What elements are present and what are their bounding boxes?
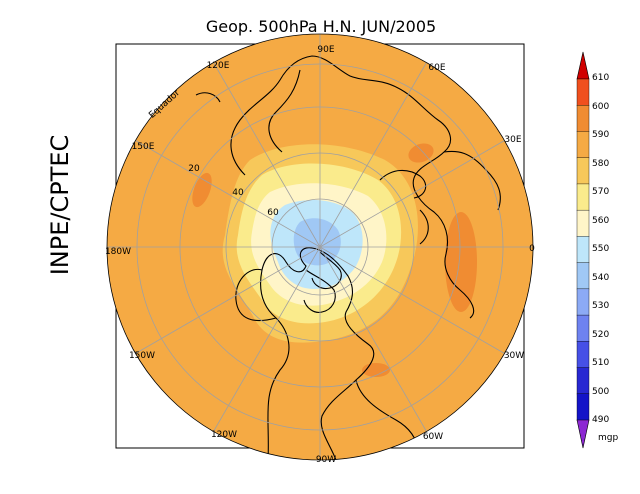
- geopotential-field: [107, 34, 533, 460]
- colorbar-label-490: 490: [592, 415, 609, 425]
- colorbar-cell: [576, 209, 590, 237]
- colorbar-top-arrow: [576, 51, 590, 80]
- lon-label-0: 0: [529, 244, 535, 254]
- colorbar-labels: 610 600 590 580 570 560 550 540 530 520 …: [592, 73, 609, 425]
- lon-label-30w: 30W: [504, 351, 524, 361]
- colorbar-label-580: 580: [592, 159, 609, 169]
- lon-label-180w: 180W: [105, 247, 131, 257]
- meridian-60e: [319, 62, 427, 248]
- colorbar-label-590: 590: [592, 130, 609, 140]
- meridian-60w: [319, 246, 427, 432]
- lon-label-90w: 90W: [316, 455, 336, 465]
- colorbar-label-550: 550: [592, 244, 609, 254]
- colorbar-label-530: 530: [592, 301, 609, 311]
- colorbar-cell: [576, 367, 590, 395]
- band-590-600-northeast: [408, 143, 434, 163]
- lon-label-150e: 150E: [132, 142, 155, 152]
- band-590-600-east: [445, 212, 477, 312]
- colorbar-cell: [576, 105, 590, 132]
- colorbar-label-500: 500: [592, 387, 609, 397]
- colorbar-label-570: 570: [592, 187, 609, 197]
- institution-label: INPE/CPTEC: [46, 135, 74, 276]
- colorbar-label-560: 560: [592, 216, 609, 226]
- colorbar-label-520: 520: [592, 330, 609, 340]
- colorbar-label-600: 600: [592, 102, 609, 112]
- colorbar-cell: [576, 157, 590, 185]
- lat-label-40: 40: [232, 188, 244, 198]
- lon-label-120e: 120E: [207, 61, 230, 71]
- colorbar-cell: [576, 236, 590, 264]
- colorbar-cell: [576, 131, 590, 159]
- meridian-30e: [319, 140, 505, 248]
- colorbar-label-540: 540: [592, 273, 609, 283]
- lat-label-60: 60: [267, 208, 279, 218]
- lon-label-60w: 60W: [423, 432, 443, 442]
- meridian-120e: [213, 62, 321, 248]
- colorbar-unit: mgp: [598, 433, 618, 443]
- colorbar-cell: [576, 262, 590, 290]
- meridian-150w: [135, 246, 321, 354]
- lon-label-90e: 90E: [317, 45, 334, 55]
- colorbar: 610 600 590 580 570 560 550 540 530 520 …: [576, 51, 618, 449]
- colorbar-cell: [576, 183, 590, 211]
- meridian-150e: [135, 140, 321, 248]
- graticule: [107, 34, 533, 460]
- lon-label-120w: 120W: [211, 430, 237, 440]
- lon-label-60e: 60E: [428, 63, 445, 73]
- longitude-labels: 90E 60E 30E 0 30W 60W 90W 120W 150W 180W…: [105, 45, 535, 465]
- lon-label-150w: 150W: [129, 351, 155, 361]
- lat-label-20: 20: [188, 164, 200, 174]
- colorbar-cell: [576, 341, 590, 369]
- chart-title: Geop. 500hPa H.N. JUN/2005: [206, 17, 436, 36]
- meridian-30w: [319, 246, 505, 354]
- colorbar-label-510: 510: [592, 358, 609, 368]
- lon-label-30e: 30E: [504, 135, 521, 145]
- hemisphere-outline: [106, 33, 534, 461]
- meridian-120w: [213, 246, 321, 432]
- colorbar-bottom-arrow: [576, 419, 590, 449]
- colorbar-cell: [576, 314, 590, 342]
- latitude-labels: 20 40 60: [188, 164, 279, 218]
- colorbar-cell: [576, 288, 590, 316]
- colorbar-label-610: 610: [592, 73, 609, 83]
- colorbar-cells: [576, 78, 590, 421]
- colorbar-cell: [576, 78, 590, 106]
- colorbar-cell: [576, 393, 590, 421]
